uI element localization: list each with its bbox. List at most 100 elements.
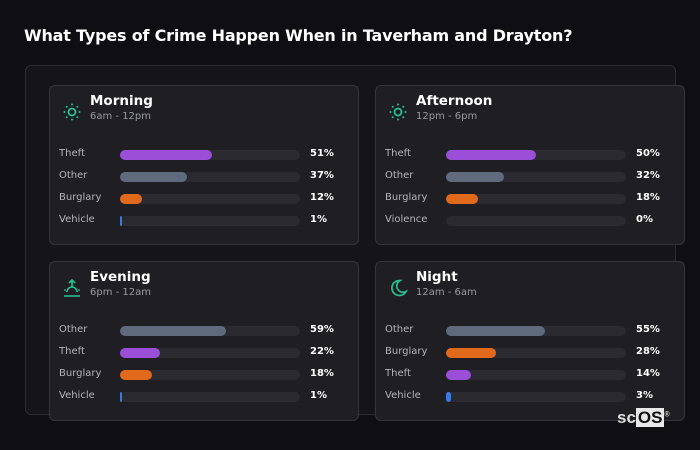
bar-row: Burglary 18%: [59, 368, 349, 382]
bar-other: [446, 326, 545, 336]
value-label: 37%: [310, 170, 334, 181]
bar-row: Vehicle 1%: [59, 390, 349, 404]
card-night: Night 12am - 6am Other 55% Burglary 28% …: [375, 261, 685, 421]
logo-text-box: OS: [635, 408, 665, 427]
bar-row: Other 32%: [385, 170, 675, 184]
bar-track: [120, 150, 300, 160]
bar-track: [446, 370, 626, 380]
card-time-range: 6pm - 12am: [90, 287, 152, 298]
value-label: 12%: [310, 192, 334, 203]
category-label: Theft: [385, 368, 411, 379]
category-label: Burglary: [59, 368, 102, 379]
bar-row: Theft 51%: [59, 148, 349, 162]
bar-track: [446, 172, 626, 182]
bar-row: Theft 22%: [59, 346, 349, 360]
bar-row: Other 59%: [59, 324, 349, 338]
bar-row: Vehicle 1%: [59, 214, 349, 228]
value-label: 3%: [636, 390, 653, 401]
bar-other: [120, 172, 187, 182]
value-label: 18%: [310, 368, 334, 379]
bar-burglary: [446, 194, 479, 204]
bar-track: [446, 392, 626, 402]
category-label: Other: [385, 324, 414, 335]
category-label: Other: [59, 170, 88, 181]
value-label: 50%: [636, 148, 660, 159]
category-label: Burglary: [59, 192, 102, 203]
bar-track: [446, 150, 626, 160]
category-label: Violence: [385, 214, 428, 225]
bar-theft: [120, 150, 212, 160]
card-title: Evening: [90, 269, 151, 285]
category-label: Other: [59, 324, 88, 335]
value-label: 51%: [310, 148, 334, 159]
value-label: 0%: [636, 214, 653, 225]
bar-other: [120, 326, 227, 336]
category-label: Theft: [385, 148, 411, 159]
value-label: 14%: [636, 368, 660, 379]
value-label: 55%: [636, 324, 660, 335]
bar-track: [120, 326, 300, 336]
card-time-range: 12pm - 6pm: [416, 111, 478, 122]
card-title: Night: [416, 269, 458, 285]
bar-track: [120, 172, 300, 182]
sunset-icon: [62, 278, 82, 298]
bar-track: [446, 326, 626, 336]
card-title: Morning: [90, 93, 153, 109]
category-label: Theft: [59, 346, 85, 357]
card-title: Afternoon: [416, 93, 493, 109]
card-time-range: 6am - 12pm: [90, 111, 152, 122]
logo-mark: ®: [664, 411, 670, 419]
category-label: Vehicle: [59, 214, 95, 225]
bar-other: [446, 172, 504, 182]
card-afternoon: Afternoon 12pm - 6pm Theft 50% Other 32%…: [375, 85, 685, 245]
value-label: 1%: [310, 214, 327, 225]
bar-theft: [446, 150, 536, 160]
bar-track: [446, 194, 626, 204]
card-morning: Morning 6am - 12pm Theft 51% Other 37% B…: [49, 85, 359, 245]
bar-track: [120, 370, 300, 380]
bar-track: [446, 216, 626, 226]
bar-row: Burglary 18%: [385, 192, 675, 206]
sun-icon: [62, 102, 82, 122]
scos-logo: sc OS ®: [617, 408, 670, 428]
bar-burglary: [446, 348, 497, 358]
category-label: Burglary: [385, 346, 428, 357]
bar-row: Other 37%: [59, 170, 349, 184]
bar-burglary: [120, 370, 153, 380]
value-label: 59%: [310, 324, 334, 335]
moon-icon: [388, 278, 409, 298]
category-label: Theft: [59, 148, 85, 159]
sun-icon: [388, 102, 408, 122]
bar-row: Violence 0%: [385, 214, 675, 228]
bar-theft: [120, 348, 160, 358]
bar-track: [120, 348, 300, 358]
bar-vehicle: [120, 216, 122, 226]
bar-row: Burglary 28%: [385, 346, 675, 360]
value-label: 18%: [636, 192, 660, 203]
bar-track: [120, 194, 300, 204]
logo-text: sc: [617, 408, 636, 427]
bar-track: [120, 392, 300, 402]
bar-vehicle: [446, 392, 452, 402]
bar-track: [120, 216, 300, 226]
bar-row: Vehicle 3%: [385, 390, 675, 404]
value-label: 32%: [636, 170, 660, 181]
bar-row: Theft 50%: [385, 148, 675, 162]
bar-row: Burglary 12%: [59, 192, 349, 206]
value-label: 22%: [310, 346, 334, 357]
bar-theft: [446, 370, 472, 380]
bar-row: Other 55%: [385, 324, 675, 338]
category-label: Burglary: [385, 192, 428, 203]
page-title: What Types of Crime Happen When in Taver…: [24, 26, 573, 45]
category-label: Vehicle: [59, 390, 95, 401]
bar-vehicle: [120, 392, 122, 402]
card-time-range: 12am - 6am: [416, 287, 477, 298]
bar-track: [446, 348, 626, 358]
category-label: Other: [385, 170, 414, 181]
value-label: 28%: [636, 346, 660, 357]
card-evening: Evening 6pm - 12am Other 59% Theft 22% B…: [49, 261, 359, 421]
bar-row: Theft 14%: [385, 368, 675, 382]
category-label: Vehicle: [385, 390, 421, 401]
bar-burglary: [120, 194, 142, 204]
value-label: 1%: [310, 390, 327, 401]
